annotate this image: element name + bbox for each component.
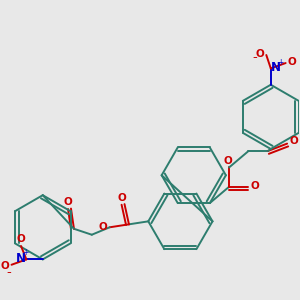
Text: +: +	[277, 58, 283, 67]
Text: N: N	[271, 61, 281, 74]
Text: O: O	[289, 136, 298, 146]
Text: O: O	[64, 197, 72, 207]
Text: N: N	[16, 252, 26, 265]
Text: O: O	[16, 235, 25, 244]
Text: O: O	[117, 193, 126, 202]
Text: -: -	[253, 51, 257, 64]
Text: +: +	[22, 248, 29, 257]
Text: O: O	[1, 261, 9, 271]
Text: O: O	[288, 57, 296, 67]
Text: O: O	[250, 181, 260, 191]
Text: O: O	[99, 222, 107, 232]
Text: -: -	[7, 266, 11, 279]
Text: O: O	[255, 49, 264, 58]
Text: O: O	[224, 157, 233, 166]
